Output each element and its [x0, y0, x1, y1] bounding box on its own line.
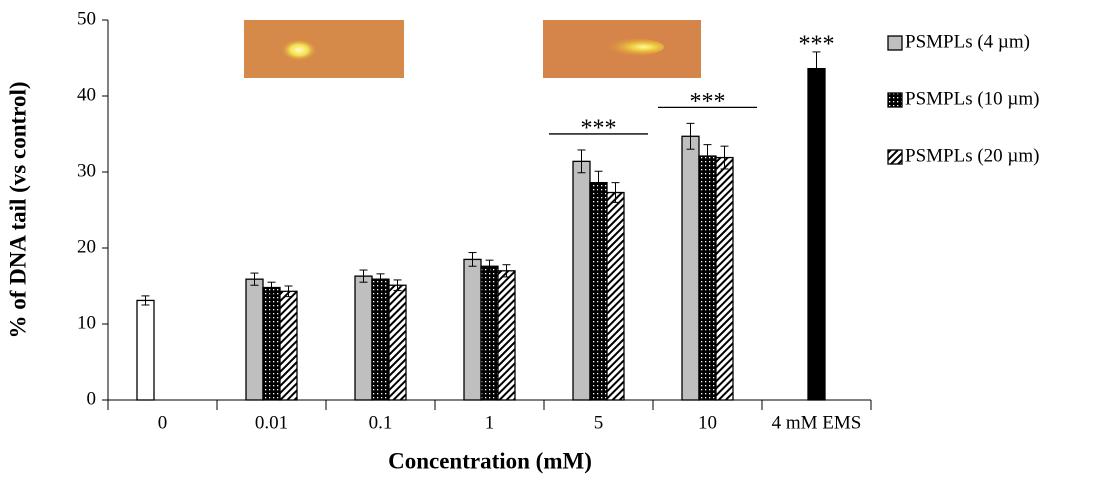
bar [589, 181, 608, 401]
bar [681, 135, 700, 401]
bar [497, 270, 516, 401]
bar [572, 160, 591, 401]
y-tick-label: 10 [77, 312, 96, 333]
legend-swatch [887, 149, 903, 165]
x-tick-label: 4 mM EMS [772, 412, 862, 433]
bar [698, 155, 717, 401]
legend-label: PSMPLs (10 µm) [905, 88, 1039, 109]
legend-label: PSMPLs (4 µm) [905, 31, 1030, 52]
significance-label: *** [581, 115, 617, 141]
bar [807, 67, 826, 401]
bar [463, 258, 482, 401]
x-tick-label: 10 [698, 412, 717, 433]
bar [245, 278, 264, 401]
bar [715, 156, 734, 401]
y-axis-label: % of DNA tail (vs control) [5, 81, 30, 338]
bar [136, 299, 155, 401]
bar [262, 286, 281, 401]
comet-image [244, 20, 404, 78]
x-tick-label: 0.1 [369, 412, 393, 433]
bar [388, 284, 407, 401]
bar [606, 191, 625, 401]
legend-label: PSMPLs (20 µm) [905, 145, 1039, 166]
legend-swatch [887, 92, 903, 108]
y-tick-label: 30 [77, 160, 96, 181]
significance-label: *** [799, 31, 835, 57]
x-tick-label: 0 [158, 412, 168, 433]
x-tick-label: 5 [594, 412, 604, 433]
comet-head [281, 39, 317, 61]
bar [279, 290, 298, 401]
y-tick-label: 50 [77, 8, 96, 29]
bar [480, 265, 499, 401]
y-tick-label: 40 [77, 84, 96, 105]
x-axis-label: Concentration (mM) [388, 448, 592, 473]
x-tick-label: 1 [485, 412, 495, 433]
y-tick-label: 0 [87, 388, 97, 409]
bar [371, 278, 390, 401]
y-tick-label: 20 [77, 236, 96, 257]
bar [354, 275, 373, 401]
x-tick-label: 0.01 [255, 412, 288, 433]
comet-tail [596, 38, 664, 56]
significance-label: *** [690, 89, 726, 115]
legend-swatch [887, 35, 903, 51]
